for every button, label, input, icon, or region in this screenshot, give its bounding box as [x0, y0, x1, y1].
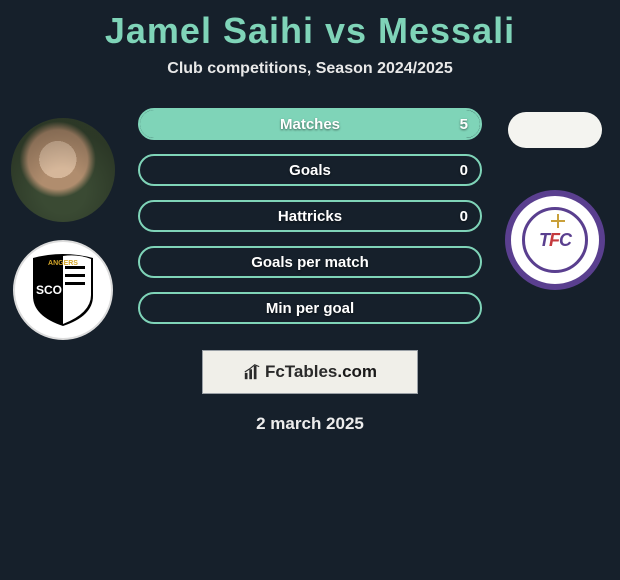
- source-logo: FcTables.com: [202, 350, 418, 394]
- svg-text:SCO: SCO: [36, 283, 62, 297]
- bar-label: Goals: [289, 162, 331, 179]
- stat-bar-matches: Matches 5: [138, 108, 482, 140]
- bar-value-right: 0: [460, 162, 468, 179]
- stat-bar-min-per-goal: Min per goal: [138, 292, 482, 324]
- barchart-icon: [243, 363, 261, 381]
- tfc-cross-icon: [553, 216, 563, 226]
- source-brand-domain: .com: [337, 362, 377, 381]
- tfc-text-icon: TFC: [539, 230, 571, 251]
- stat-bar-goals-per-match: Goals per match: [138, 246, 482, 278]
- bar-label: Goals per match: [251, 254, 369, 271]
- subtitle: Club competitions, Season 2024/2025: [0, 60, 620, 78]
- bar-label: Hattricks: [278, 208, 342, 225]
- page-title: Jamel Saihi vs Messali: [0, 0, 620, 52]
- player-photo-right: [508, 112, 602, 148]
- right-player-column: TFC: [500, 108, 610, 290]
- bar-value-right: 5: [460, 116, 468, 133]
- tfc-inner-circle: TFC: [522, 207, 588, 273]
- angers-shield-icon: ANGERS SCO: [31, 252, 95, 328]
- bar-label: Min per goal: [266, 300, 354, 317]
- svg-text:ANGERS: ANGERS: [48, 260, 78, 267]
- source-brand: FcTables.com: [265, 362, 377, 382]
- bar-label: Matches: [280, 116, 340, 133]
- comparison-area: ANGERS SCO TFC Matches 5 Goals: [0, 108, 620, 338]
- source-brand-name: FcTables: [265, 362, 337, 381]
- stat-bar-goals: Goals 0: [138, 154, 482, 186]
- club-badge-right: TFC: [505, 190, 605, 290]
- player-photo-left: [11, 118, 115, 222]
- bar-value-right: 0: [460, 208, 468, 225]
- club-badge-left: ANGERS SCO: [13, 240, 113, 340]
- snapshot-date: 2 march 2025: [0, 414, 620, 434]
- stat-bar-hattricks: Hattricks 0: [138, 200, 482, 232]
- left-player-column: ANGERS SCO: [8, 108, 118, 340]
- stat-bars: Matches 5 Goals 0 Hattricks 0 Goals per …: [138, 108, 482, 324]
